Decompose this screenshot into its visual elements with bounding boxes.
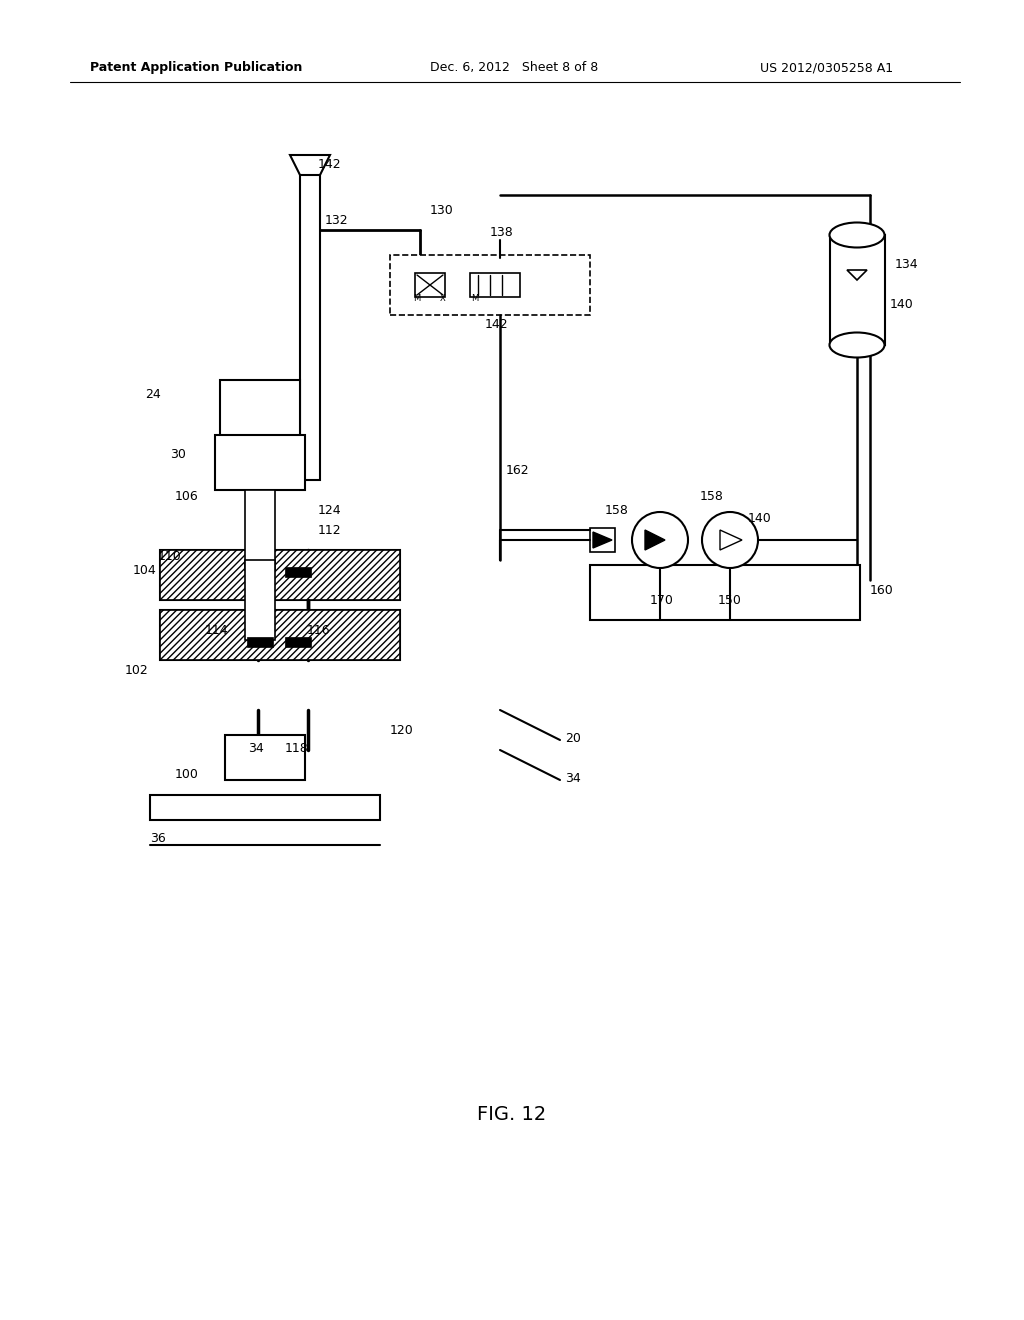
Bar	[245, 490, 275, 570]
Bar	[590, 528, 615, 552]
Text: X: X	[440, 294, 445, 304]
Text: 104: 104	[133, 564, 157, 577]
Polygon shape	[290, 154, 330, 176]
Bar	[160, 582, 380, 595]
Circle shape	[702, 512, 758, 568]
Polygon shape	[593, 532, 612, 548]
Text: 20: 20	[565, 731, 581, 744]
Text: 116: 116	[307, 623, 331, 636]
Bar	[830, 235, 885, 345]
Text: Patent Application Publication: Patent Application Publication	[90, 62, 302, 74]
Text: 138: 138	[490, 227, 514, 239]
Text: 160: 160	[870, 583, 894, 597]
Text: 106: 106	[175, 491, 199, 503]
Text: M: M	[414, 294, 421, 304]
Bar	[160, 568, 380, 581]
Bar	[470, 273, 520, 297]
Text: US 2012/0305258 A1: US 2012/0305258 A1	[760, 62, 893, 74]
Text: FIG. 12: FIG. 12	[477, 1106, 547, 1125]
Text: 34: 34	[248, 742, 264, 755]
Bar	[160, 554, 380, 568]
Text: 24: 24	[145, 388, 161, 401]
Text: 112: 112	[318, 524, 342, 536]
Bar	[390, 255, 590, 315]
Ellipse shape	[829, 333, 885, 358]
Bar	[160, 550, 400, 601]
Bar	[285, 568, 311, 577]
Text: 162: 162	[506, 463, 529, 477]
Bar	[415, 273, 445, 297]
Polygon shape	[645, 531, 665, 550]
Text: 118: 118	[285, 742, 309, 755]
Text: 110: 110	[158, 550, 181, 564]
Bar	[247, 568, 273, 577]
Polygon shape	[720, 531, 742, 550]
Text: 130: 130	[430, 203, 454, 216]
Bar	[160, 550, 400, 601]
Text: 34: 34	[565, 771, 581, 784]
Text: 158: 158	[605, 503, 629, 516]
Text: 30: 30	[170, 449, 186, 462]
Bar	[245, 560, 275, 640]
Text: 120: 120	[390, 723, 414, 737]
Text: 150: 150	[718, 594, 741, 606]
Text: 142: 142	[318, 158, 342, 172]
Bar	[225, 735, 305, 780]
Text: 140: 140	[890, 298, 913, 312]
Bar	[247, 638, 273, 647]
Text: 132: 132	[325, 214, 348, 227]
Bar	[215, 436, 305, 490]
Text: 124: 124	[318, 503, 342, 516]
Bar	[150, 795, 380, 820]
Text: 36: 36	[150, 832, 166, 845]
Text: M: M	[471, 294, 478, 304]
Bar	[300, 160, 319, 480]
Text: 100: 100	[175, 768, 199, 781]
Bar	[285, 638, 311, 647]
Text: Dec. 6, 2012   Sheet 8 of 8: Dec. 6, 2012 Sheet 8 of 8	[430, 62, 598, 74]
Bar	[160, 610, 400, 660]
Bar	[220, 380, 300, 440]
Text: 140: 140	[748, 511, 772, 524]
Bar	[160, 610, 400, 660]
Text: 142: 142	[485, 318, 509, 331]
Text: 114: 114	[205, 623, 228, 636]
Ellipse shape	[829, 223, 885, 248]
Polygon shape	[847, 271, 867, 280]
Bar	[590, 565, 860, 620]
Text: 102: 102	[125, 664, 148, 676]
Text: 170: 170	[650, 594, 674, 606]
Circle shape	[632, 512, 688, 568]
Text: 134: 134	[895, 259, 919, 272]
Text: 158: 158	[700, 491, 724, 503]
